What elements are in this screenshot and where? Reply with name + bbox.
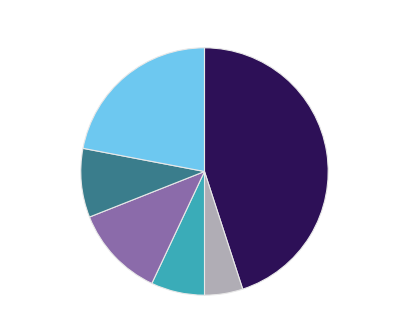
Wedge shape (204, 171, 243, 295)
Wedge shape (152, 171, 205, 295)
Wedge shape (204, 48, 328, 289)
Wedge shape (83, 48, 205, 171)
Wedge shape (81, 148, 204, 217)
Wedge shape (89, 171, 204, 283)
